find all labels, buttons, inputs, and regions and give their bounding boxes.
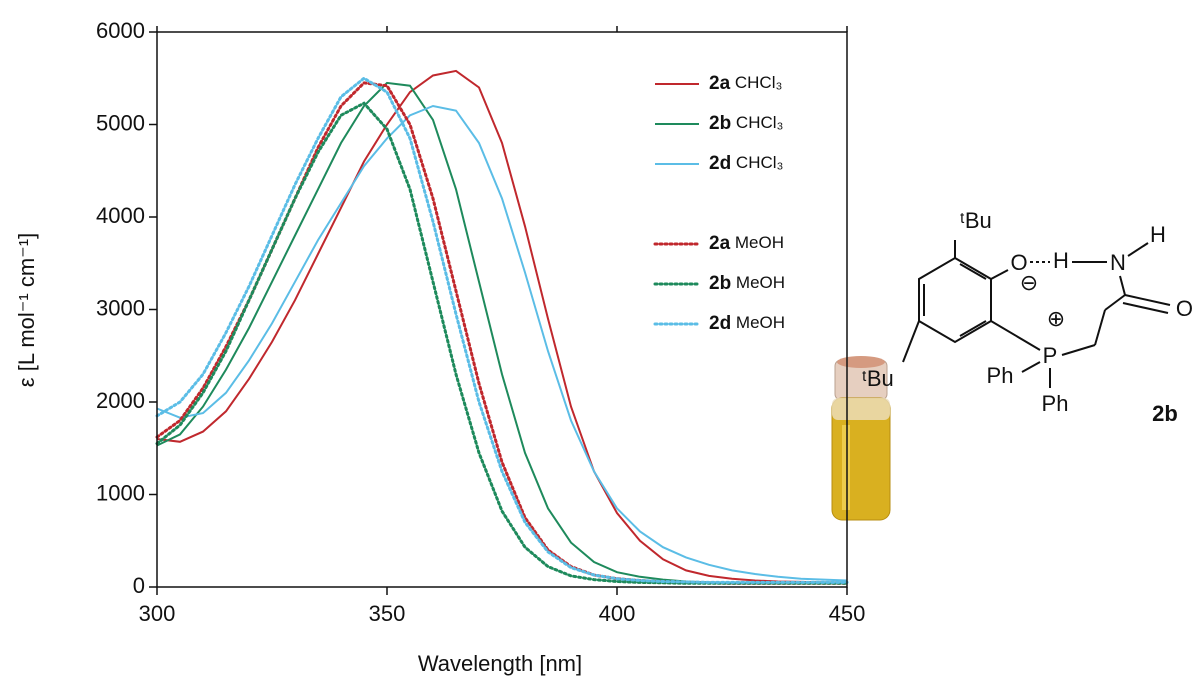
x-tick-label: 450 xyxy=(829,601,866,626)
line-series xyxy=(156,104,848,582)
legend-label: 2b MeOH xyxy=(709,273,785,294)
atom-label: H xyxy=(1053,248,1069,273)
structure-labels: ᵗBu ᵗBu O ⊖ H N H O P ⊕ Ph Ph 2b xyxy=(862,208,1193,426)
y-tick-label: 6000 xyxy=(96,18,145,43)
structure-bonds xyxy=(902,240,1171,388)
x-tick-label: 300 xyxy=(139,601,176,626)
atom-label: O xyxy=(1176,296,1193,321)
atom-label: O xyxy=(1010,250,1027,275)
x-tick-label: 400 xyxy=(599,601,636,626)
atom-label: ᵗBu xyxy=(862,366,894,391)
legend-label: 2a MeOH xyxy=(709,233,784,254)
charge: ⊖ xyxy=(1020,270,1038,295)
legend-label: 2b CHCl₃ xyxy=(709,113,783,134)
atom-label: P xyxy=(1043,343,1058,368)
y-tick-label: 1000 xyxy=(96,480,145,505)
line-series xyxy=(156,69,847,584)
charge: ⊕ xyxy=(1047,306,1065,331)
y-axis-label: ε [L mol⁻¹ cm⁻¹] xyxy=(14,233,39,387)
y-tick-label: 3000 xyxy=(96,295,145,320)
atom-label: Ph xyxy=(987,363,1014,388)
atom-label: ᵗBu xyxy=(960,208,992,233)
y-tick-label: 5000 xyxy=(96,110,145,135)
y-tick-label: 2000 xyxy=(96,388,145,413)
atom-label: N xyxy=(1110,250,1126,275)
compound-label: 2b xyxy=(1152,401,1178,426)
atom-label: H xyxy=(1150,222,1166,247)
legend-label: 2d MeOH xyxy=(709,313,785,334)
atom-label: Ph xyxy=(1042,391,1069,416)
y-tick-label: 0 xyxy=(133,573,145,598)
legend-label: 2a CHCl₃ xyxy=(709,73,782,94)
legend-label: 2d CHCl₃ xyxy=(709,153,783,174)
line-series xyxy=(155,76,849,584)
y-tick-label: 4000 xyxy=(96,203,145,228)
x-tick-label: 350 xyxy=(369,601,406,626)
x-axis-label: Wavelength [nm] xyxy=(418,651,582,676)
